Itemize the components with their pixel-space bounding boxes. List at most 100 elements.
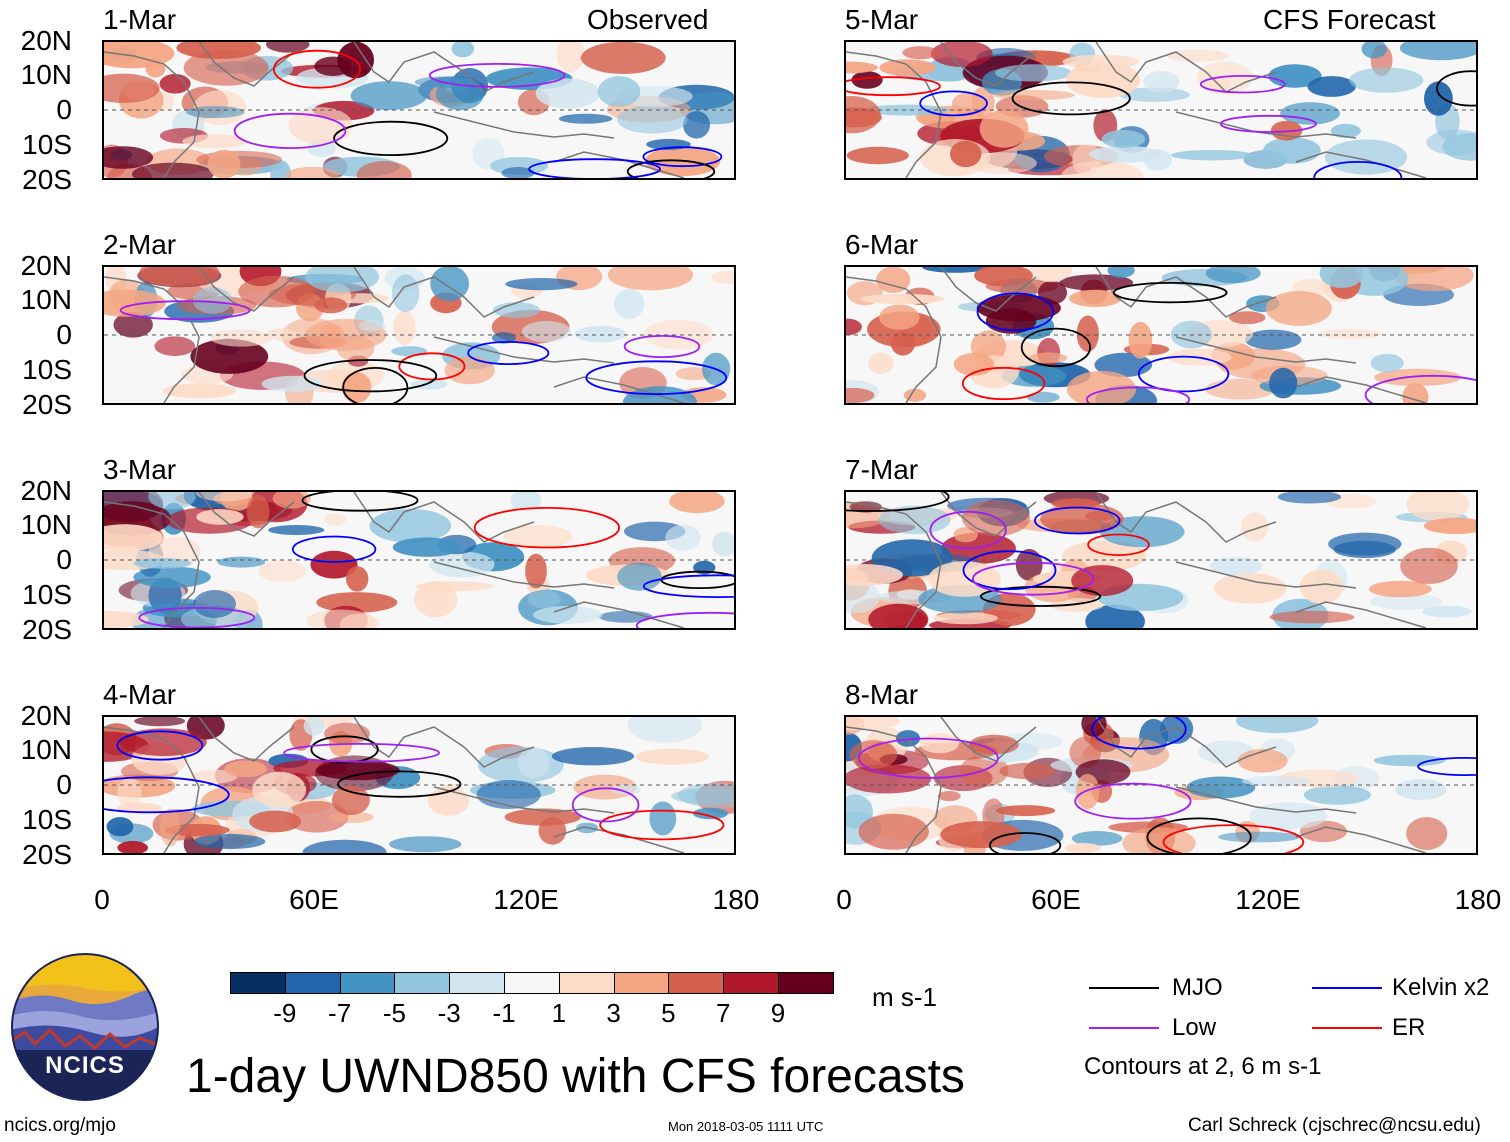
wind-map	[102, 490, 736, 630]
anomaly-blob	[846, 96, 881, 134]
anomaly-blob	[160, 808, 181, 847]
colorbar-swatch	[394, 972, 451, 994]
lat-label: 10S	[22, 804, 72, 835]
anomaly-blob	[858, 813, 929, 850]
lat-label: 20N	[20, 475, 72, 506]
anomaly-blob	[183, 49, 269, 86]
anomaly-blob	[617, 105, 688, 134]
anomaly-blob	[505, 278, 578, 291]
anomaly-blob	[1426, 129, 1476, 156]
lon-label: 180	[712, 884, 760, 915]
figure-title: 1-day UWND850 with CFS forecasts	[186, 1050, 965, 1103]
wave-contour	[1199, 75, 1286, 94]
anomaly-blob	[1069, 289, 1122, 307]
anomaly-blob	[1237, 749, 1288, 773]
wave-contour	[1091, 717, 1187, 750]
panel-date: 3-Mar	[103, 454, 177, 485]
colorbar-label: 3	[606, 998, 621, 1028]
colorbar-swatch	[230, 972, 286, 994]
anomaly-blob	[104, 524, 163, 552]
panel-date: 8-Mar	[845, 679, 919, 710]
anomaly-blob	[1128, 321, 1153, 359]
anomaly-blob	[846, 794, 873, 829]
anomaly-blob	[994, 64, 1072, 82]
anomaly-blob	[270, 160, 292, 178]
anomaly-blob	[551, 747, 635, 766]
anomaly-blob	[267, 328, 298, 341]
anomaly-blob	[1101, 130, 1146, 148]
coastline	[553, 826, 685, 853]
wave-contour	[1219, 114, 1317, 133]
map-field	[846, 42, 1476, 178]
wave-contour	[1162, 824, 1305, 853]
anomaly-blob	[476, 780, 541, 809]
anomaly-blob	[556, 42, 585, 73]
wave-contour	[961, 366, 1046, 401]
anomaly-blob	[919, 733, 960, 754]
anomaly-blob	[846, 318, 862, 336]
anomaly-blob	[510, 492, 542, 512]
wave-contour	[1313, 161, 1403, 178]
wave-contour	[528, 158, 661, 178]
anomaly-blob	[285, 801, 349, 833]
anomaly-blob	[266, 42, 310, 53]
footer-credit: Carl Schreck (cjschrec@ncsu.edu)	[1188, 1115, 1481, 1136]
anomaly-blob	[849, 740, 898, 769]
anomaly-blob	[120, 728, 207, 756]
coastline	[1175, 786, 1357, 814]
colorbar-swatch	[668, 972, 725, 994]
anomaly-blob	[252, 771, 307, 808]
lat-label: 10N	[20, 734, 72, 765]
wave-contour	[1011, 81, 1131, 116]
anomaly-blob	[1406, 492, 1470, 521]
legend-line-mjo	[1089, 987, 1159, 989]
map-field	[104, 717, 734, 853]
anomaly-blob	[210, 329, 272, 347]
anomaly-blob	[580, 42, 666, 74]
wave-contour	[119, 300, 251, 321]
colorbar-label: 1	[551, 998, 567, 1028]
wave-contour	[929, 510, 1007, 550]
coastline	[1095, 42, 1277, 93]
anomaly-blob	[154, 336, 196, 356]
anomaly-blob	[246, 495, 270, 529]
colorbar-swatch	[613, 972, 670, 994]
anomaly-blob	[341, 372, 372, 403]
wave-contour	[333, 120, 449, 156]
anomaly-blob	[104, 73, 160, 103]
anomaly-blob	[324, 513, 346, 526]
anomaly-blob	[999, 762, 1056, 780]
coastline	[846, 51, 942, 178]
anomaly-blob	[429, 551, 495, 578]
wave-contour	[301, 492, 419, 512]
anomaly-blob	[985, 308, 1037, 334]
anomaly-blob	[195, 492, 254, 502]
anomaly-blob	[712, 531, 734, 557]
lat-label: 20N	[20, 250, 72, 281]
coastline	[1295, 826, 1427, 853]
anomaly-blob	[331, 785, 370, 815]
anomaly-blob	[1143, 71, 1180, 93]
anomaly-blob	[356, 161, 412, 178]
anomaly-blob	[535, 78, 600, 109]
coastline	[846, 276, 942, 403]
colorbar-swatch	[558, 972, 615, 994]
anomaly-blob	[444, 356, 495, 385]
coastline	[1175, 561, 1357, 589]
wave-contour	[1074, 782, 1192, 820]
footer-url: ncics.org/mjo	[4, 1115, 116, 1136]
anomaly-blob	[597, 76, 641, 107]
anomaly-blob	[288, 107, 353, 145]
lat-label: 20S	[22, 839, 72, 870]
lon-label: 60E	[289, 884, 339, 915]
wind-map	[102, 715, 736, 855]
wind-map	[844, 490, 1478, 630]
anomaly-blob	[669, 492, 725, 514]
legend-line-kelvin	[1312, 987, 1382, 989]
anomaly-blob	[846, 61, 878, 74]
anomaly-blob	[193, 590, 236, 618]
anomaly-blob	[303, 717, 325, 736]
anomaly-blob	[369, 508, 452, 543]
anomaly-blob	[1406, 817, 1448, 850]
wave-contour	[310, 735, 379, 764]
